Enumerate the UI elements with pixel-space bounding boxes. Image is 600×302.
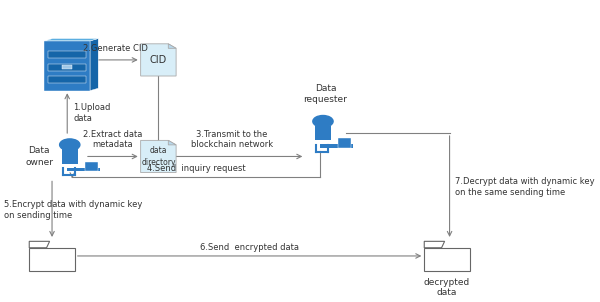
FancyBboxPatch shape (62, 65, 72, 69)
FancyBboxPatch shape (49, 76, 86, 83)
FancyBboxPatch shape (315, 126, 331, 140)
Text: CID: CID (150, 55, 167, 65)
Text: 2.Extract data
metadata: 2.Extract data metadata (83, 130, 142, 149)
FancyBboxPatch shape (338, 138, 351, 148)
Polygon shape (140, 140, 176, 172)
Polygon shape (169, 44, 176, 48)
Text: 5.Encrypt data with dynamic key
on sending time: 5.Encrypt data with dynamic key on sendi… (4, 200, 142, 220)
FancyBboxPatch shape (49, 64, 86, 71)
Text: Data
owner: Data owner (25, 146, 53, 166)
Text: 3.Transmit to the
blockchain network: 3.Transmit to the blockchain network (191, 130, 273, 149)
Text: data
directory: data directory (141, 146, 176, 166)
FancyBboxPatch shape (49, 51, 86, 58)
Text: 7.Decrypt data with dynamic key
on the same sending time: 7.Decrypt data with dynamic key on the s… (455, 177, 594, 197)
Polygon shape (140, 44, 176, 76)
FancyBboxPatch shape (320, 144, 353, 148)
Text: decrypted
data: decrypted data (424, 278, 470, 297)
Circle shape (313, 115, 333, 127)
FancyBboxPatch shape (85, 162, 98, 171)
Text: 1.Upload
data: 1.Upload data (73, 103, 110, 123)
FancyBboxPatch shape (44, 41, 90, 91)
FancyBboxPatch shape (67, 168, 100, 171)
Polygon shape (44, 39, 98, 41)
Circle shape (59, 139, 80, 151)
Text: 6.Send  encrypted data: 6.Send encrypted data (200, 243, 299, 252)
FancyBboxPatch shape (62, 149, 78, 164)
Polygon shape (169, 140, 176, 145)
Text: Data
requester: Data requester (304, 84, 347, 104)
Text: 2.Generate CID: 2.Generate CID (83, 43, 148, 53)
Polygon shape (90, 39, 98, 91)
Text: 4.Send  inquiry request: 4.Send inquiry request (147, 165, 245, 173)
